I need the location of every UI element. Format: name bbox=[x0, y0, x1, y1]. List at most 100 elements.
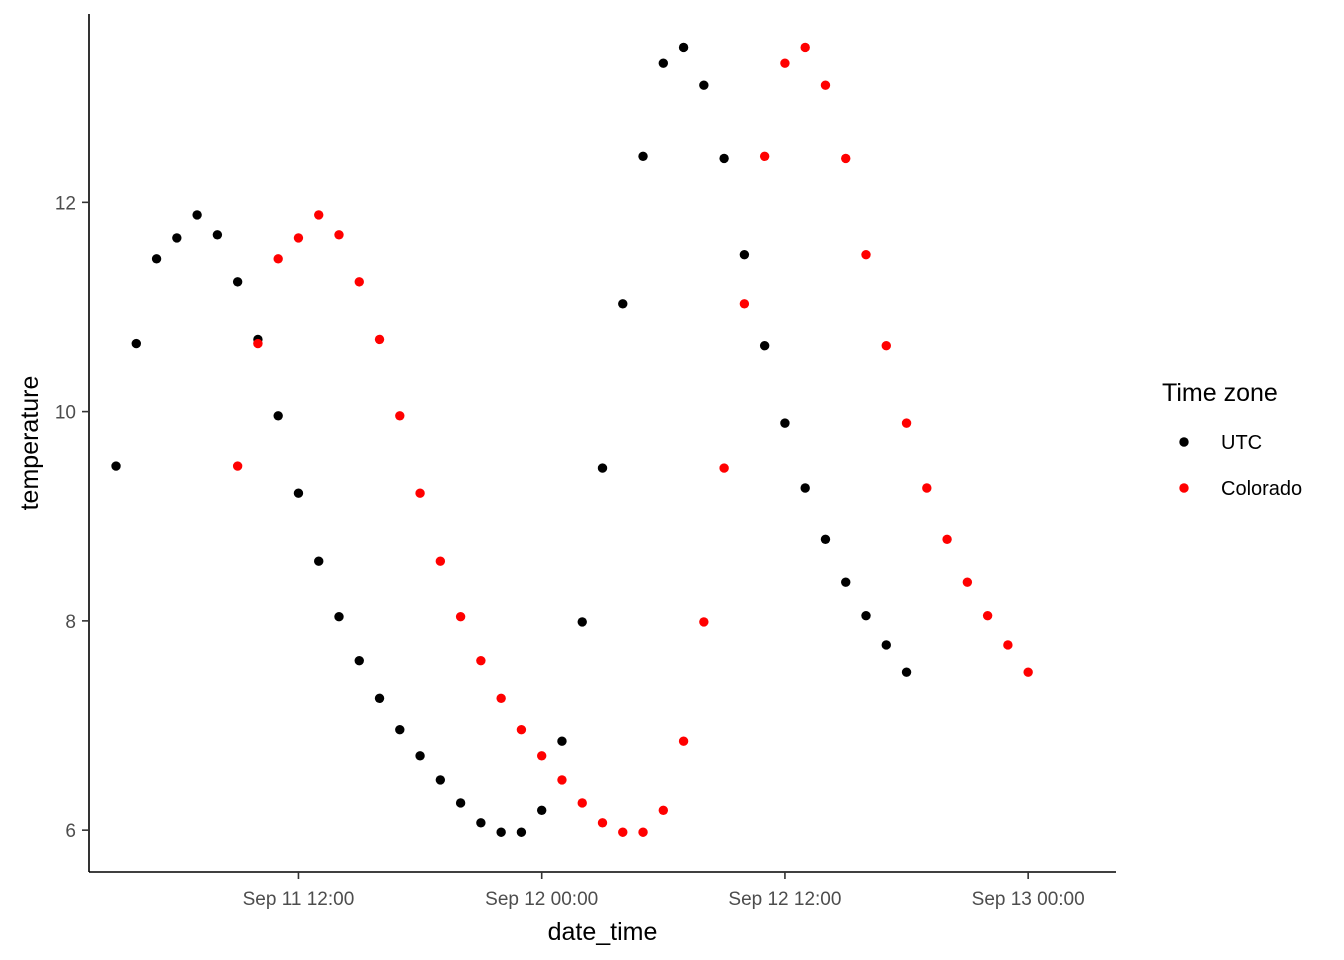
data-point bbox=[334, 230, 344, 240]
data-point bbox=[232, 461, 243, 471]
legend: Time zone UTC Colorado bbox=[1162, 379, 1302, 500]
data-point bbox=[172, 233, 182, 243]
data-point bbox=[820, 80, 831, 90]
series-colorado bbox=[232, 42, 1033, 837]
legend-entries: UTC Colorado bbox=[1179, 432, 1302, 500]
y-axis-ticks: 6 8 10 12 bbox=[55, 193, 89, 842]
data-point bbox=[314, 210, 324, 220]
data-point bbox=[699, 617, 709, 627]
legend-label: UTC bbox=[1221, 432, 1262, 454]
data-point bbox=[841, 577, 851, 587]
data-point bbox=[881, 340, 891, 351]
data-point bbox=[678, 42, 689, 53]
data-point bbox=[800, 483, 810, 493]
data-point bbox=[699, 80, 709, 90]
data-point bbox=[395, 411, 405, 421]
data-point bbox=[415, 751, 425, 761]
data-point bbox=[820, 534, 831, 544]
data-point bbox=[942, 534, 952, 544]
data-point bbox=[496, 693, 506, 704]
data-point bbox=[618, 827, 628, 837]
data-point bbox=[881, 640, 891, 650]
data-point bbox=[293, 488, 304, 498]
data-point bbox=[1003, 640, 1013, 650]
plot-area: Sep 11 12:00 Sep 12 00:00 Sep 12 12:00 Sep … bbox=[55, 14, 1116, 910]
data-point bbox=[516, 827, 527, 837]
data-point bbox=[780, 418, 790, 428]
data-point bbox=[800, 42, 810, 53]
data-point bbox=[354, 655, 364, 666]
data-point bbox=[536, 805, 547, 815]
data-point bbox=[415, 488, 425, 498]
data-point bbox=[719, 463, 729, 473]
x-tick-label: Sep 12 00:00 bbox=[485, 889, 598, 910]
data-point bbox=[577, 617, 587, 627]
data-point bbox=[374, 693, 385, 704]
data-point bbox=[151, 254, 162, 264]
x-tick-label: Sep 12 12:00 bbox=[728, 889, 841, 910]
data-point bbox=[841, 153, 851, 164]
data-point bbox=[739, 249, 750, 260]
data-point bbox=[273, 411, 283, 421]
series-utc bbox=[111, 42, 912, 837]
legend-title: Time zone bbox=[1162, 379, 1278, 407]
data-point bbox=[496, 827, 506, 837]
data-point bbox=[719, 153, 729, 164]
data-point bbox=[759, 151, 770, 162]
data-point bbox=[314, 556, 324, 566]
data-point bbox=[577, 798, 587, 808]
y-tick-label: 12 bbox=[55, 193, 76, 214]
data-point bbox=[232, 277, 243, 287]
data-point bbox=[759, 340, 770, 351]
data-point bbox=[293, 233, 304, 243]
data-point bbox=[618, 299, 628, 309]
data-point bbox=[557, 736, 567, 746]
data-point bbox=[455, 798, 466, 808]
data-point bbox=[374, 334, 385, 345]
data-point bbox=[212, 230, 223, 240]
data-point bbox=[982, 610, 993, 621]
y-tick-label: 6 bbox=[65, 821, 76, 842]
legend-key bbox=[1179, 483, 1189, 493]
data-point bbox=[435, 775, 446, 785]
data-point bbox=[678, 736, 689, 746]
y-tick-label: 10 bbox=[55, 403, 76, 424]
data-point bbox=[516, 724, 527, 735]
data-point bbox=[435, 556, 446, 566]
data-point bbox=[901, 418, 912, 428]
legend-key bbox=[1179, 437, 1189, 447]
legend-label: Colorado bbox=[1221, 478, 1302, 500]
x-axis-title: date_time bbox=[548, 918, 658, 946]
data-point bbox=[476, 818, 486, 828]
data-point bbox=[739, 299, 750, 309]
y-tick-label: 8 bbox=[65, 612, 76, 633]
data-point bbox=[638, 827, 648, 837]
x-tick-label: Sep 11 12:00 bbox=[243, 889, 355, 910]
data-point bbox=[334, 611, 344, 622]
data-point bbox=[658, 58, 669, 68]
data-point bbox=[476, 655, 486, 666]
legend-item-colorado: Colorado bbox=[1179, 478, 1302, 500]
data-point bbox=[536, 751, 547, 761]
data-point bbox=[455, 611, 466, 622]
y-axis-title: temperature bbox=[16, 376, 44, 511]
points-layer bbox=[111, 42, 1033, 837]
x-axis-ticks: Sep 11 12:00 Sep 12 00:00 Sep 12 12:00 Sep … bbox=[243, 872, 1085, 910]
legend-item-utc: UTC bbox=[1179, 432, 1262, 454]
data-point bbox=[1023, 667, 1033, 677]
data-point bbox=[192, 210, 202, 220]
data-point bbox=[111, 461, 121, 471]
data-point bbox=[861, 610, 871, 621]
data-point bbox=[395, 724, 405, 735]
data-point bbox=[354, 277, 364, 287]
data-point bbox=[597, 463, 608, 473]
data-point bbox=[131, 338, 141, 349]
data-point bbox=[273, 254, 283, 264]
data-point bbox=[861, 249, 871, 260]
data-point bbox=[253, 338, 263, 349]
x-tick-label: Sep 13 00:00 bbox=[972, 889, 1085, 910]
data-point bbox=[922, 483, 932, 493]
data-point bbox=[780, 58, 790, 68]
